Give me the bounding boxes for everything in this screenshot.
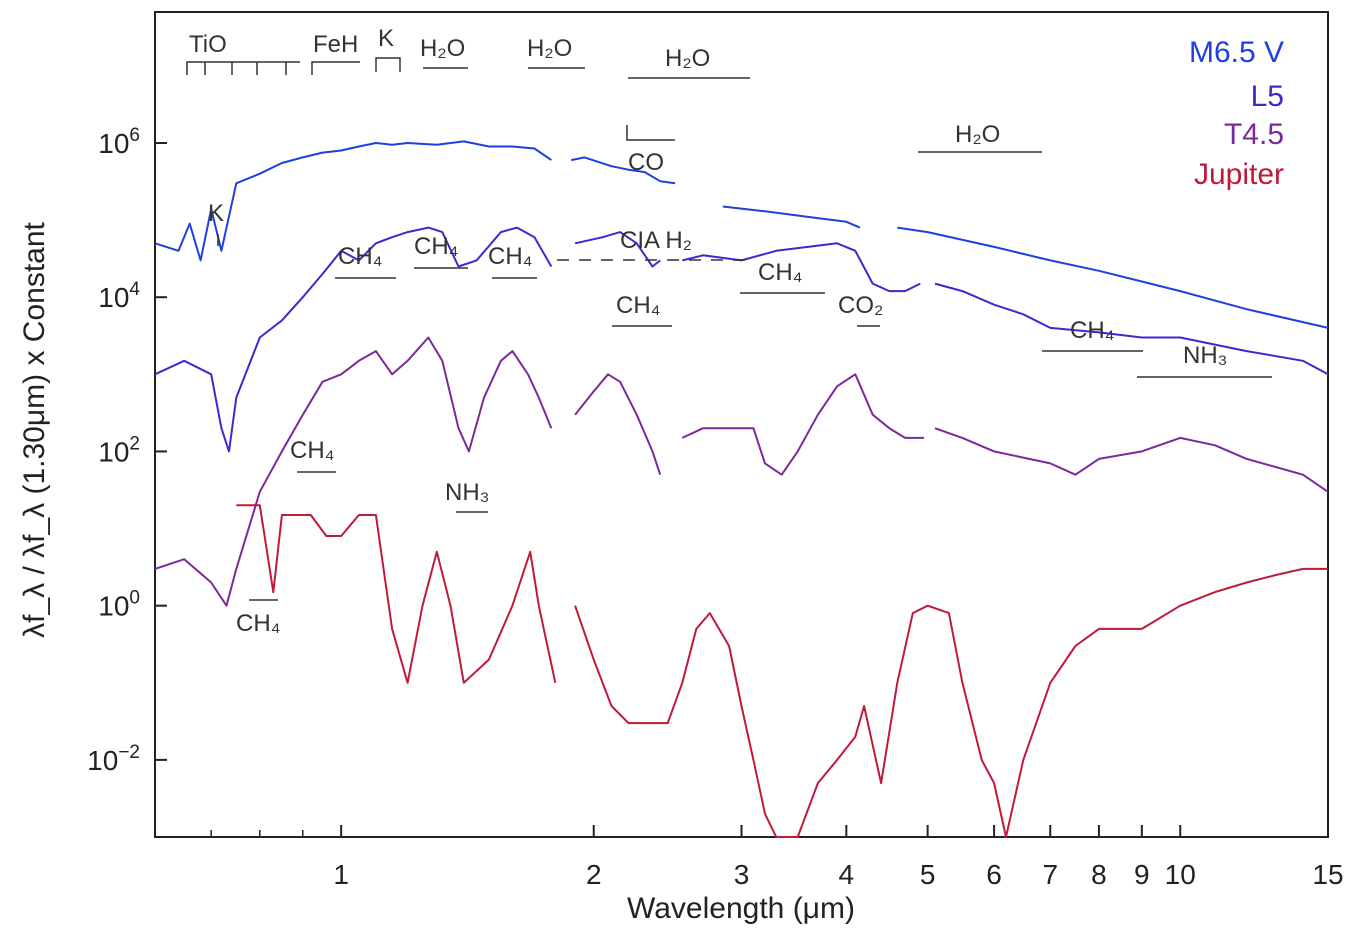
annotation-h2o-3: H₂O [665,45,710,72]
x-tick-label: 7 [1042,859,1058,890]
annotation-h2o-2: H₂O [527,35,572,62]
x-tick-label: 8 [1091,859,1107,890]
annotation-k-top: K [378,25,394,52]
y-tick-label: 106 [98,125,140,159]
annotation-nh3-2: NH₃ [445,479,489,506]
ticks-layer: 1 2 3 4 5 6 7 8 9 10 15 106 104 102 100 10−2 [87,125,1343,890]
y-tick-label: 104 [98,279,140,313]
legend: M6.5 V L5 T4.5 Jupiter [1189,36,1284,191]
x-tick-label: 4 [839,859,855,890]
annotation-ch4-7: CH₄ [290,437,334,464]
series-line-2 [154,336,1329,607]
k-top-bracket [375,57,401,72]
x-tick-label: 9 [1134,859,1150,890]
legend-item-t45: T4.5 [1224,118,1284,151]
annotation-nh3-1: NH₃ [1183,342,1227,369]
annotation-ch4-6: CH₄ [1070,317,1114,344]
co-bracket [626,125,675,141]
x-tick-label: 5 [920,859,936,890]
legend-item-m65v: M6.5 V [1189,36,1284,69]
x-tick-label: 3 [734,859,750,890]
annotation-co2: CO₂ [838,292,883,319]
series-line-1 [154,226,1329,453]
annotation-labels: TiO FeH K H₂O H₂O H₂O CO H₂O K CH₄ CH₄ C… [189,25,1227,637]
feh-bracket [311,61,360,75]
annotation-feh: FeH [313,31,358,58]
y-tick-label: 100 [98,588,140,622]
annotation-ch4-3: CH₄ [488,243,532,270]
series-line-3 [236,504,1328,838]
x-axis-title: Wavelength (μm) [627,892,855,925]
annotation-ch4-8: CH₄ [236,610,280,637]
y-tick-label: 10−2 [87,742,140,776]
series-line-0 [154,140,1329,329]
annotation-k-mid: K [208,200,224,227]
y-tick-label: 102 [98,433,140,467]
legend-item-jupiter: Jupiter [1194,158,1284,191]
annotation-tio: TiO [189,31,227,58]
annotation-ch4-4: CH₄ [758,259,802,286]
annotation-h2o-1: H₂O [420,35,465,62]
series-layer [154,140,1329,838]
annotation-ch4-1: CH₄ [338,243,382,270]
annotation-layer [186,57,1272,601]
x-tick-label: 1 [333,859,349,890]
x-tick-label: 2 [586,859,602,890]
tio-bracket [186,61,300,75]
plot-frame [154,11,1329,838]
annotation-h2o-4: H₂O [955,121,1000,148]
x-tick-label: 15 [1312,859,1343,890]
annotation-cia-h2: CIA H₂ [620,227,692,254]
annotation-co: CO [628,149,664,176]
y-axis-title: λf_λ / λf_λ (1.30μm) x Constant [18,221,51,637]
annotation-ch4-5: CH₄ [616,292,660,319]
x-tick-label: 10 [1165,859,1196,890]
x-tick-label: 6 [986,859,1002,890]
legend-item-l5: L5 [1251,80,1284,113]
annotation-ch4-2: CH₄ [414,233,458,260]
